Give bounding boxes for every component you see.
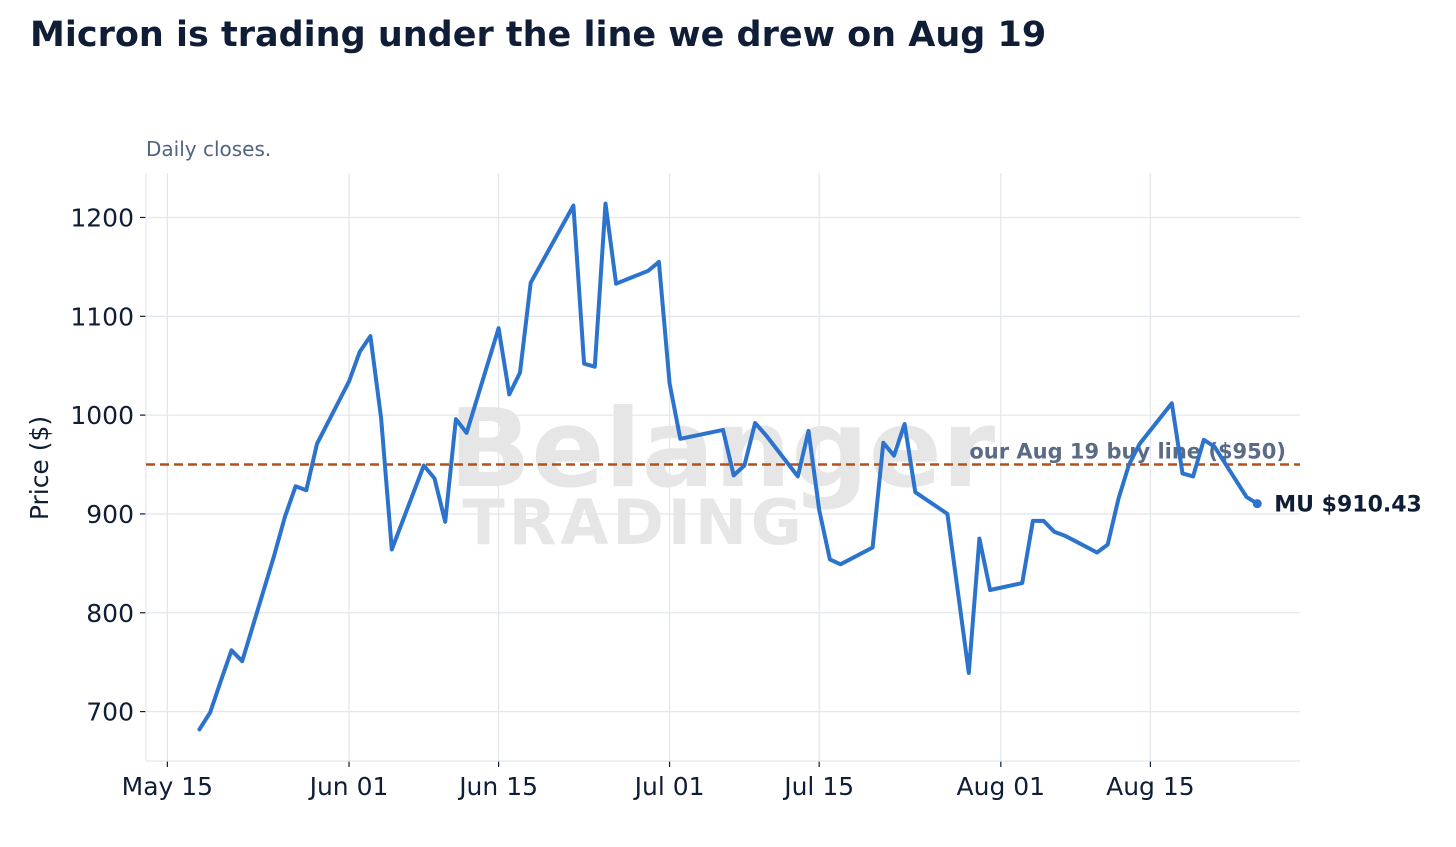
- y-tick-label: 1200: [70, 203, 134, 232]
- y-tick-label: 900: [86, 500, 134, 529]
- reference-line-label: our Aug 19 buy line ($950): [969, 440, 1286, 464]
- x-tick-label: May 15: [122, 772, 213, 801]
- series-line-MU: [197, 201, 1260, 732]
- y-tick-label: 700: [86, 698, 134, 727]
- y-axis-label: Price ($): [25, 416, 54, 520]
- y-tick-label: 1100: [70, 302, 134, 331]
- chart-title: Micron is trading under the line we drew…: [30, 15, 1046, 55]
- x-tick-label: Jun 15: [457, 772, 538, 801]
- x-tick-label: Aug 15: [1106, 772, 1195, 801]
- y-tick-label: 1000: [70, 401, 134, 430]
- watermark-line1: Belanger: [449, 387, 995, 512]
- last-point-marker: [1252, 499, 1262, 509]
- x-tick-label: Jun 01: [308, 772, 389, 801]
- chart-subtitle: Daily closes.: [146, 137, 271, 161]
- series-group: MU $910.43: [197, 201, 1422, 732]
- x-tick-label: Jul 15: [782, 772, 854, 801]
- axes: 700 800 900 1000 1100 1200 May 15 Jun 01 Jun 15 J…: [70, 173, 1300, 801]
- x-tick-label: Aug 01: [957, 772, 1046, 801]
- watermark: Belanger TRADING: [449, 387, 995, 559]
- reference-line-group: our Aug 19 buy line ($950): [146, 440, 1300, 466]
- x-tick-label: Jul 01: [633, 772, 705, 801]
- y-tick-label: 800: [86, 599, 134, 628]
- grid: [146, 173, 1300, 761]
- end-value-label: MU $910.43: [1274, 493, 1422, 518]
- watermark-line2: TRADING: [462, 486, 805, 559]
